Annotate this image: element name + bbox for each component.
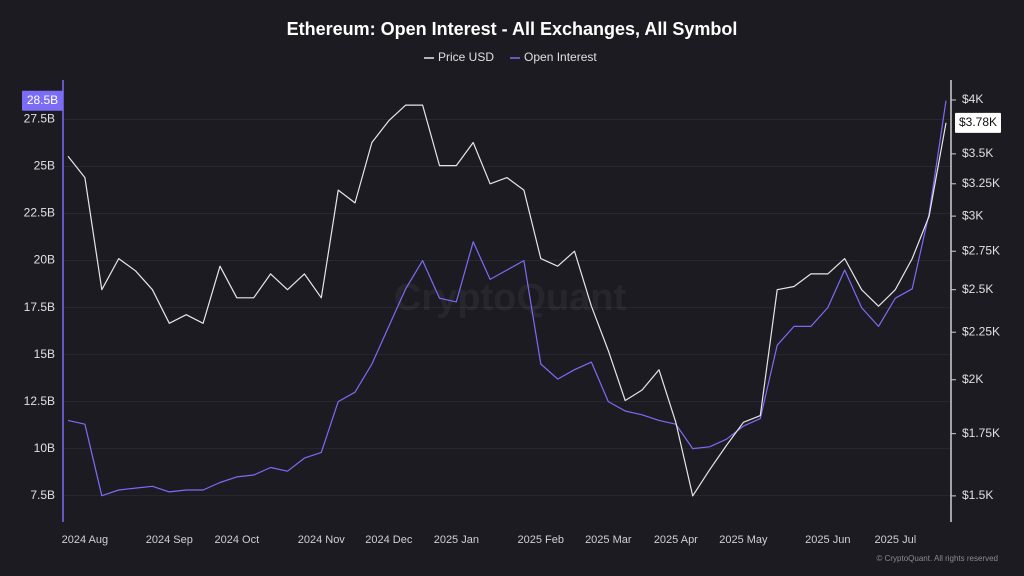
- y2-tick-label: $1.5K: [962, 488, 993, 502]
- x-tick-label: 2024 Sep: [146, 534, 193, 546]
- chart-title: Ethereum: Open Interest - All Exchanges,…: [287, 19, 738, 39]
- x-tick-label: 2025 Jun: [805, 534, 850, 546]
- x-tick-label: 2025 Jan: [434, 534, 479, 546]
- current-value-tag: [955, 112, 1001, 133]
- series-line: [67, 100, 947, 497]
- y-tick-label: 25B: [34, 159, 55, 173]
- y2-tick-label: $3.5K: [962, 146, 993, 160]
- x-tick-label: 2025 Mar: [585, 534, 632, 546]
- legend-label: Price USD: [438, 50, 494, 64]
- x-tick-label: 2024 Dec: [365, 534, 413, 546]
- current-value-label: 28.5B: [27, 93, 58, 107]
- y2-tick-label: $4K: [962, 92, 983, 106]
- y2-tick-label: $3.25K: [962, 176, 1000, 190]
- y-tick-label: 7.5B: [30, 488, 55, 502]
- x-tick-label: 2025 Jul: [875, 534, 917, 546]
- y2-tick-label: $2K: [962, 372, 983, 386]
- x-tick-label: 2025 Feb: [518, 534, 564, 546]
- y2-tick-label: $3K: [962, 208, 983, 222]
- series-line: [67, 104, 947, 497]
- y2-tick-label: $1.75K: [962, 426, 1000, 440]
- x-tick-label: 2024 Aug: [62, 534, 109, 546]
- y-tick-label: 20B: [34, 253, 55, 267]
- legend-label: Open Interest: [524, 50, 597, 64]
- watermark: CryptoQuant: [394, 277, 627, 319]
- current-value-label: $3.78K: [959, 115, 997, 129]
- y-tick-label: 27.5B: [24, 112, 55, 126]
- y-tick-label: 15B: [34, 347, 55, 361]
- footer: © CryptoQuant. All rights reserved: [877, 554, 999, 563]
- x-tick-label: 2025 Apr: [654, 534, 698, 546]
- y-tick-label: 12.5B: [24, 394, 55, 408]
- x-tick-label: 2024 Nov: [298, 534, 346, 546]
- x-tick-label: 2024 Oct: [215, 534, 260, 546]
- x-tick-label: 2025 May: [719, 534, 768, 546]
- y2-tick-label: $2.25K: [962, 324, 1000, 338]
- y-tick-label: 17.5B: [24, 300, 55, 314]
- current-value-tag: [22, 90, 63, 111]
- y-tick-label: 22.5B: [24, 206, 55, 220]
- y2-tick-label: $2.75K: [962, 243, 1000, 257]
- y2-tick-label: $2.5K: [962, 282, 993, 296]
- y-tick-label: 10B: [34, 441, 55, 455]
